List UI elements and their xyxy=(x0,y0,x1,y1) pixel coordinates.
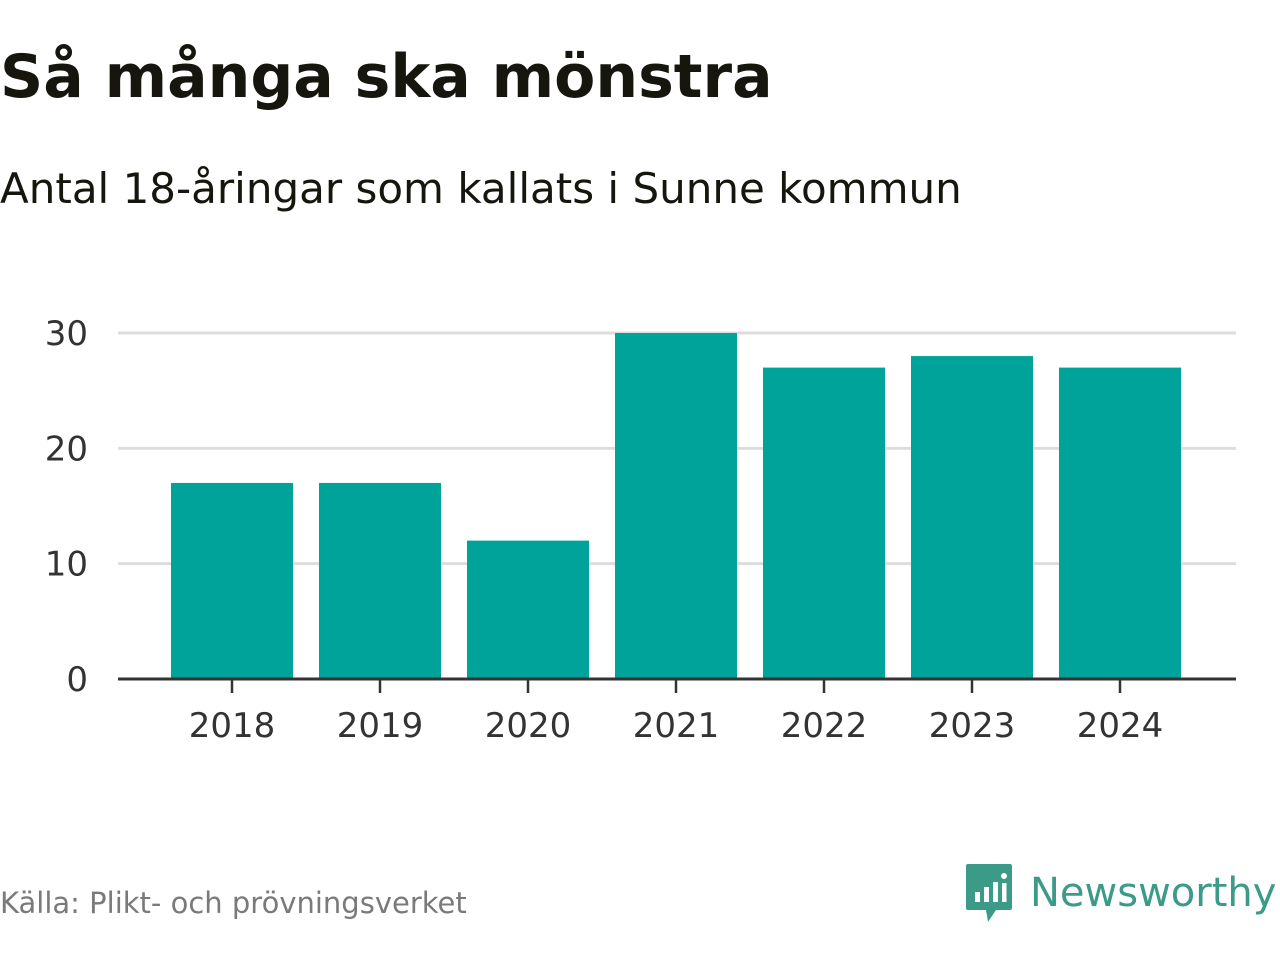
x-tick-label: 2024 xyxy=(1077,706,1164,746)
y-tick-label: 30 xyxy=(45,314,88,354)
bar xyxy=(319,482,441,679)
x-tick-label: 2019 xyxy=(337,706,424,746)
y-tick-label: 0 xyxy=(66,660,88,700)
source-note: Källa: Plikt- och prövningsverket xyxy=(0,886,467,920)
bar xyxy=(911,356,1033,679)
y-tick-label: 10 xyxy=(45,545,88,585)
brand-name: Newsworthy xyxy=(1030,870,1277,916)
brand-logo: Newsworthy xyxy=(964,862,1276,924)
x-tick-label: 2023 xyxy=(929,706,1016,746)
y-tick-label: 20 xyxy=(45,429,88,469)
x-tick-label: 2020 xyxy=(485,706,572,746)
bar xyxy=(1059,367,1181,679)
chart-title: Så många ska mönstra xyxy=(0,42,773,112)
bar xyxy=(615,333,737,679)
bar xyxy=(171,482,293,679)
x-tick-label: 2022 xyxy=(781,706,868,746)
axes: 0 10 20 30 2018 2019 2020 2021 2022 2023 2024 xyxy=(45,314,1236,746)
chart-subtitle: Antal 18-åringar som kallats i Sunne kom… xyxy=(0,164,962,213)
x-tick-label: 2021 xyxy=(633,706,720,746)
x-tick-label: 2018 xyxy=(189,706,276,746)
bar xyxy=(467,540,589,679)
bars xyxy=(171,333,1181,679)
bar xyxy=(763,367,885,679)
newsworthy-logo-icon xyxy=(966,864,1012,922)
